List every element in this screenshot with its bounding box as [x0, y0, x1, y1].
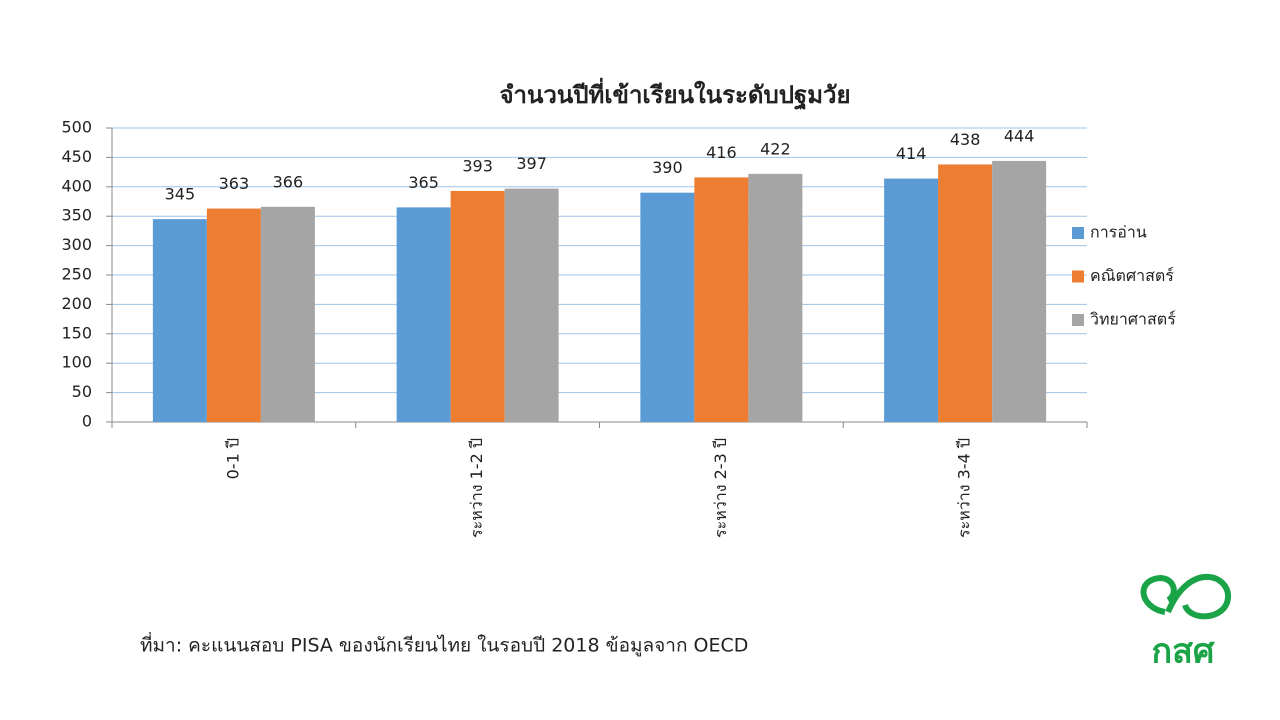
x-tick-label: 0-1 ปี [223, 438, 242, 479]
logo-text: กสศ [1152, 632, 1215, 672]
legend-swatch [1072, 270, 1084, 283]
bar [504, 188, 559, 422]
data-label: 416 [706, 143, 737, 162]
x-tick-label: ระหว่าง 1-2 ปี [467, 438, 486, 538]
bar [748, 173, 803, 422]
legend-swatch [1072, 314, 1084, 326]
bar [260, 206, 315, 422]
y-tick-label: 50 [72, 382, 92, 401]
bar [640, 192, 695, 422]
y-tick-label: 500 [61, 118, 92, 137]
data-label: 390 [652, 158, 683, 177]
y-tick-label: 300 [61, 235, 92, 254]
legend-label: การอ่าน [1090, 223, 1147, 242]
data-label: 414 [896, 144, 927, 163]
y-tick-label: 100 [61, 353, 92, 372]
bar [992, 160, 1047, 423]
y-tick-label: 450 [61, 147, 92, 166]
data-label: 393 [462, 156, 493, 175]
data-label: 366 [273, 172, 304, 191]
legend-swatch [1072, 227, 1084, 239]
legend-label: คณิตศาสตร์ [1090, 266, 1174, 285]
y-tick-label: 0 [82, 412, 92, 431]
data-label: 397 [516, 154, 547, 173]
bar [396, 207, 451, 422]
source-note: ที่มา: คะแนนสอบ PISA ของนักเรียนไทย ในรอ… [140, 632, 748, 657]
logo: กสศ [1140, 573, 1231, 672]
y-tick-label: 250 [61, 265, 92, 284]
legend-label: วิทยาศาสตร์ [1090, 310, 1176, 329]
data-label: 438 [950, 130, 981, 149]
logo-leaf [1140, 573, 1231, 620]
y-tick-label: 200 [61, 294, 92, 313]
y-tick-label: 150 [61, 323, 92, 342]
y-tick-label: 350 [61, 206, 92, 225]
y-tick-label: 400 [61, 176, 92, 195]
bar [152, 219, 207, 422]
bar [694, 177, 749, 422]
bar [884, 178, 939, 422]
data-label: 444 [1004, 126, 1035, 145]
chart-title: จำนวนปีที่เข้าเรียนในระดับปฐมวัย [499, 77, 850, 111]
data-label: 422 [760, 139, 791, 158]
bar [450, 190, 505, 422]
data-label: 365 [408, 173, 439, 192]
data-label: 345 [165, 185, 196, 204]
data-label: 363 [219, 174, 250, 193]
bar [938, 164, 993, 422]
x-tick-label: ระหว่าง 2-3 ปี [711, 438, 730, 538]
bar [206, 208, 261, 422]
x-tick-label: ระหว่าง 3-4 ปี [955, 438, 974, 538]
